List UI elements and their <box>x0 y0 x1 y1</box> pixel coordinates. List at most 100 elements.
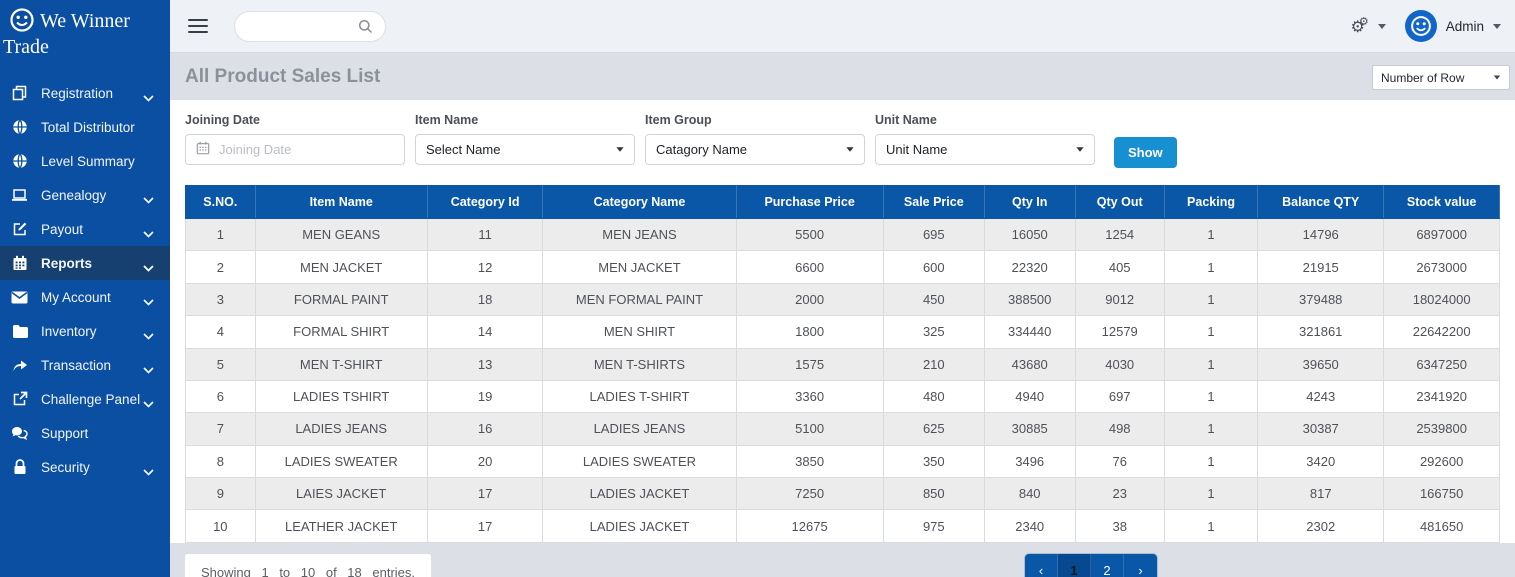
joining-date-input[interactable] <box>219 142 379 157</box>
table-cell: MEN T-SHIRTS <box>542 347 737 381</box>
lock-icon <box>11 459 28 476</box>
table-cell: LAIES JACKET <box>254 476 428 511</box>
table-cell: 5500 <box>735 217 884 252</box>
sidebar-item-total-distributor[interactable]: Total Distributor <box>0 110 170 144</box>
envelope-icon <box>11 289 28 306</box>
user-menu[interactable]: Admin <box>1445 18 1484 34</box>
number-of-row-select[interactable]: Number of Row <box>1372 65 1510 90</box>
sidebar-item-payout[interactable]: Payout <box>0 212 170 246</box>
item-name-selected-value: Select Name <box>426 142 501 157</box>
table-cell: 6 <box>185 379 256 414</box>
table-cell: 817 <box>1257 476 1385 511</box>
filters-row: Joining Date Item Name Select Name Item … <box>185 113 1500 168</box>
external-link-icon <box>11 391 28 408</box>
table-cell: 3360 <box>735 379 884 414</box>
table-cell: 840 <box>983 476 1076 511</box>
filter-and-table-panel: Joining Date Item Name Select Name Item … <box>170 100 1515 543</box>
gears-icon[interactable]: ⚙⚙ <box>1350 16 1369 36</box>
table-cell: 10 <box>185 509 256 543</box>
sidebar: We Winner Trade Registration Total Distr… <box>0 0 170 577</box>
settings-caret-icon[interactable] <box>1377 23 1386 29</box>
column-header: Purchase Price <box>735 185 884 219</box>
table-cell: 43680 <box>983 347 1076 381</box>
table-cell: 22642200 <box>1383 315 1500 349</box>
table-cell: 5100 <box>735 412 884 446</box>
sidebar-item-label: Challenge Panel <box>41 391 141 407</box>
unit-name-label: Unit Name <box>875 113 937 127</box>
laptop-icon <box>11 187 28 204</box>
sidebar-item-registration[interactable]: Registration <box>0 76 170 110</box>
page-header: All Product Sales List Number of Row <box>170 54 1515 100</box>
item-group-select[interactable]: Catagory Name <box>645 134 865 165</box>
table-cell: LADIES JEANS <box>254 412 428 446</box>
table-cell: 3 <box>185 282 256 317</box>
chevron-down-icon <box>143 362 154 377</box>
avatar[interactable] <box>1404 10 1437 42</box>
column-header: Sale Price <box>882 185 985 219</box>
table-cell: 1 <box>1163 282 1259 317</box>
table-cell: 6600 <box>735 250 884 284</box>
show-button[interactable]: Show <box>1114 137 1177 168</box>
table-cell: 22320 <box>983 250 1076 284</box>
table-cell: 76 <box>1074 444 1165 479</box>
table-cell: 292600 <box>1383 444 1500 479</box>
table-cell: MEN JACKET <box>254 250 428 284</box>
table-cell: 850 <box>882 476 985 511</box>
table-cell: 1 <box>185 217 256 252</box>
table-cell: 498 <box>1074 412 1165 446</box>
sidebar-item-transaction[interactable]: Transaction <box>0 348 170 382</box>
sidebar-item-genealogy[interactable]: Genealogy <box>0 178 170 212</box>
table-cell: 4030 <box>1074 347 1165 381</box>
table-cell: 12 <box>426 250 544 284</box>
search-input[interactable] <box>249 11 357 41</box>
brand-title: We Winner Trade <box>3 10 130 58</box>
table-cell: 481650 <box>1383 509 1500 543</box>
table-cell: 379488 <box>1257 282 1385 317</box>
sidebar-item-reports[interactable]: Reports <box>0 246 170 280</box>
table-cell: 2673000 <box>1383 250 1500 284</box>
table-cell: 21915 <box>1257 250 1385 284</box>
pagination-next-button[interactable]: › <box>1124 553 1157 577</box>
item-group-label: Item Group <box>645 113 712 127</box>
user-caret-icon[interactable] <box>1493 23 1501 29</box>
table-cell: 11 <box>426 217 544 252</box>
table-row: 7 LADIES JEANS 16 LADIES JEANS 5100 625 30885 4… <box>185 412 1500 446</box>
table-cell: 1254 <box>1074 217 1165 252</box>
table-cell: 3496 <box>983 444 1076 479</box>
table-cell: 4940 <box>983 379 1076 414</box>
table-cell: FORMAL SHIRT <box>254 315 428 349</box>
hamburger-menu-icon[interactable] <box>188 15 208 36</box>
chevron-down-icon <box>143 294 154 309</box>
smiley-icon <box>10 8 34 32</box>
table-cell: 18 <box>426 282 544 317</box>
sidebar-item-challenge-panel[interactable]: Challenge Panel <box>0 382 170 416</box>
chevron-down-icon <box>143 464 154 479</box>
pagination-prev-button[interactable]: ‹ <box>1025 553 1058 577</box>
sidebar-item-my-account[interactable]: My Account <box>0 280 170 314</box>
globe-icon <box>11 119 28 136</box>
column-header: Packing <box>1163 185 1259 219</box>
table-cell: 3850 <box>735 444 884 479</box>
sidebar-item-support[interactable]: Support <box>0 416 170 450</box>
pagination-page-1-button[interactable]: 1 <box>1058 553 1091 577</box>
sidebar-item-inventory[interactable]: Inventory <box>0 314 170 348</box>
sidebar-item-security[interactable]: Security <box>0 450 170 484</box>
column-header: Category Id <box>426 185 544 219</box>
table-cell: 17 <box>426 476 544 511</box>
table-cell: 30387 <box>1257 412 1385 446</box>
table-row: 9 LAIES JACKET 17 LADIES JACKET 7250 850 840 23… <box>185 476 1500 511</box>
unit-name-select[interactable]: Unit Name <box>875 134 1095 165</box>
pagination-page-2-button[interactable]: 2 <box>1091 553 1124 577</box>
table-cell: 3420 <box>1257 444 1385 479</box>
table-cell: 1 <box>1163 509 1259 543</box>
brand[interactable]: We Winner Trade <box>0 0 170 68</box>
item-group-group: Item Group Catagory Name <box>645 113 865 168</box>
search-icon[interactable] <box>358 19 373 39</box>
sidebar-item-level-summary[interactable]: Level Summary <box>0 144 170 178</box>
joining-date-group: Joining Date <box>185 113 405 168</box>
item-name-select[interactable]: Select Name <box>415 134 635 165</box>
share-icon <box>11 357 28 374</box>
topbar-right: ⚙⚙ Admin <box>1351 10 1501 42</box>
joining-date-label: Joining Date <box>185 113 261 127</box>
table-cell: 600 <box>882 250 985 284</box>
